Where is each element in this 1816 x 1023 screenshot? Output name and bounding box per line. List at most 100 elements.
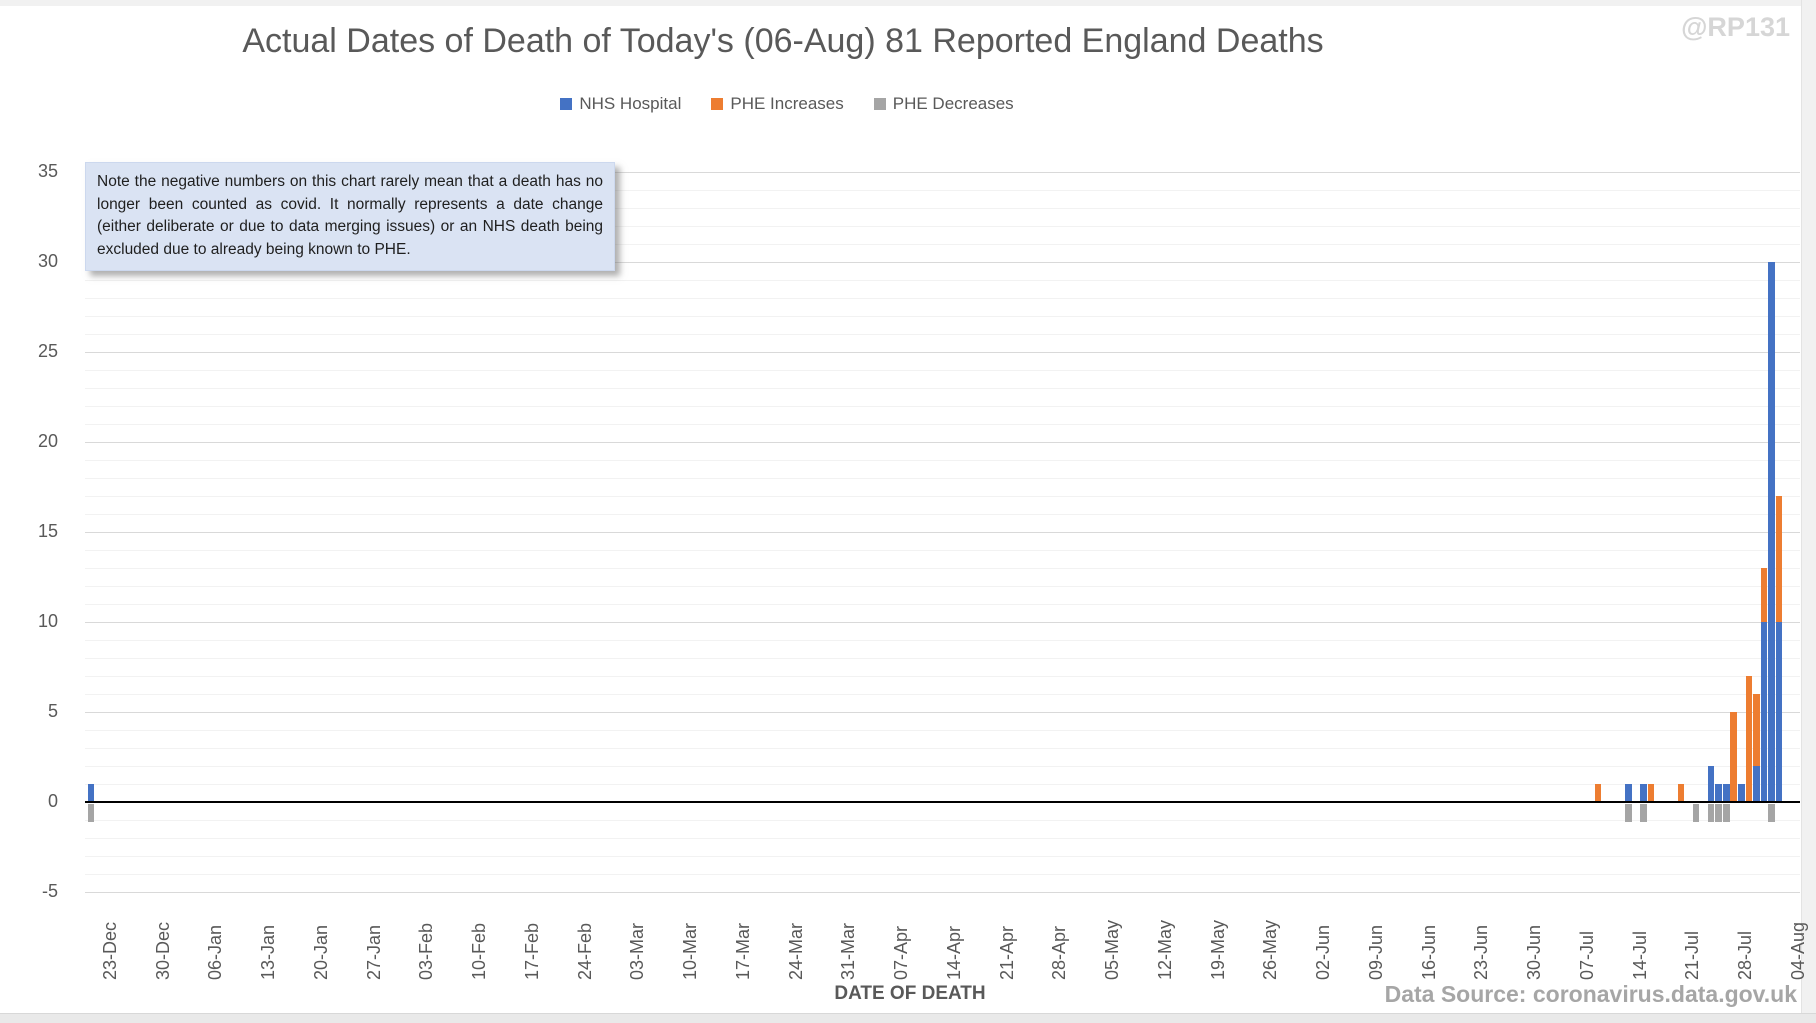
bar-phe-inc-02-Aug — [1760, 568, 1768, 622]
bar-phe-dec-03-Aug — [1768, 804, 1775, 822]
gridline-4 — [85, 730, 1800, 731]
gridline-26 — [85, 334, 1800, 335]
x-axis-tick-23-Jun: 23-Jun — [1471, 924, 1492, 980]
y-axis-tick-10: 10 — [37, 611, 58, 631]
x-axis-tick-13-Jan: 13-Jan — [258, 924, 279, 980]
window-edge-bottom — [0, 1013, 1816, 1023]
bar-nhs-15-Jul — [1624, 784, 1632, 802]
x-axis-tick-07-Jul: 07-Jul — [1576, 930, 1597, 980]
legend-item-nhs-hospital: NHS Hospital — [560, 94, 681, 114]
x-axis-title: DATE OF DEATH — [834, 983, 986, 1004]
x-axis-tick-31-Mar: 31-Mar — [838, 922, 859, 980]
bar-nhs-01-Aug — [1753, 766, 1760, 802]
legend-item-phe-increases: PHE Increases — [711, 94, 844, 114]
legend-swatch-gray-icon — [873, 98, 886, 110]
x-axis-tick-06-Jan: 06-Jan — [205, 924, 226, 980]
x-axis-tick-21-Jul: 21-Jul — [1682, 930, 1703, 980]
x-axis-tick-27-Jan: 27-Jan — [363, 924, 384, 980]
gridline-7 — [85, 676, 1800, 677]
y-axis-tick-25: 25 — [37, 341, 58, 361]
x-axis-tick-19-May: 19-May — [1207, 919, 1228, 980]
x-axis-tick-24-Feb: 24-Feb — [574, 922, 595, 980]
gridline-9 — [85, 640, 1800, 641]
bar-phe-dec-23-Dec — [87, 804, 95, 822]
gridline-14 — [85, 550, 1800, 551]
gridline-10 — [85, 622, 1800, 623]
gridline-12 — [85, 586, 1800, 587]
x-axis-tick-17-Feb: 17-Feb — [521, 922, 542, 980]
gridline-11 — [85, 604, 1800, 605]
gridline-13 — [85, 568, 1800, 569]
y-axis-tick-15: 15 — [37, 521, 58, 541]
bar-nhs-27-Jul — [1715, 784, 1722, 802]
gridline-30 — [85, 262, 1800, 263]
gridline-29 — [85, 280, 1800, 281]
bar-nhs-03-Aug — [1768, 262, 1775, 802]
y-axis-tick-20: 20 — [37, 431, 58, 451]
legend: NHS Hospital PHE Increases PHE Decreases — [0, 94, 1574, 114]
x-axis-tick-24-Mar: 24-Mar — [785, 922, 806, 980]
x-axis-tick-28-Jul: 28-Jul — [1735, 930, 1756, 980]
bar-nhs-17-Jul — [1640, 784, 1647, 802]
x-axis-tick-17-Mar: 17-Mar — [732, 922, 753, 980]
x-axis-tick-05-May: 05-May — [1102, 919, 1123, 980]
gridline-24 — [85, 370, 1800, 371]
y-axis-tick-5: 5 — [47, 701, 58, 721]
data-source-caption: Data Source: coronavirus.data.gov.uk — [1384, 981, 1797, 1007]
gridline-3 — [85, 748, 1800, 749]
bar-phe-dec-24-Jul — [1692, 804, 1700, 822]
x-axis-tick-10-Mar: 10-Mar — [680, 922, 701, 980]
bar-phe-dec-15-Jul — [1624, 804, 1632, 822]
bar-phe-dec-28-Jul — [1722, 804, 1730, 822]
gridline--5 — [85, 892, 1800, 893]
legend-swatch-blue-icon — [560, 98, 573, 110]
x-axis-tick-28-Apr: 28-Apr — [1049, 925, 1070, 980]
x-axis-tick-14-Apr: 14-Apr — [943, 925, 964, 980]
gridline-34 — [85, 190, 1800, 191]
bar-phe-dec-27-Jul — [1715, 804, 1722, 822]
gridline-17 — [85, 496, 1800, 497]
x-axis-tick-20-Jan: 20-Jan — [310, 924, 331, 980]
gridline--3 — [85, 856, 1800, 857]
x-axis-tick-26-May: 26-May — [1260, 919, 1281, 980]
bar-phe-inc-04-Aug — [1775, 496, 1783, 622]
x-axis-tick-12-May: 12-May — [1154, 919, 1175, 980]
gridline-28 — [85, 298, 1800, 299]
gridline--2 — [85, 838, 1800, 839]
note-box: Note the negative numbers on this chart … — [85, 162, 615, 271]
gridline-22 — [85, 406, 1800, 407]
bar-phe-inc-29-Jul — [1730, 712, 1738, 802]
gridline-6 — [85, 694, 1800, 695]
legend-swatch-orange-icon — [711, 98, 724, 110]
gridline-18 — [85, 478, 1800, 479]
legend-label-nhs-hospital: NHS Hospital — [579, 94, 682, 113]
x-axis-tick-10-Feb: 10-Feb — [469, 922, 490, 980]
legend-label-phe-increases: PHE Increases — [730, 94, 844, 113]
x-axis-tick-07-Apr: 07-Apr — [891, 925, 912, 980]
bar-nhs-28-Jul — [1722, 784, 1730, 802]
gridline-15 — [85, 532, 1800, 533]
window-edge-right — [1801, 0, 1816, 1023]
bar-nhs-30-Jul — [1738, 784, 1745, 802]
gridline--1 — [85, 820, 1800, 821]
y-axis-tick-35: 35 — [37, 161, 58, 181]
gridline-1 — [85, 784, 1800, 785]
x-axis-tick-30-Jun: 30-Jun — [1524, 924, 1545, 980]
gridline-19 — [85, 460, 1800, 461]
gridline-16 — [85, 514, 1800, 515]
bar-phe-inc-22-Jul — [1677, 784, 1685, 802]
bar-nhs-02-Aug — [1760, 622, 1768, 802]
gridline-5 — [85, 712, 1800, 713]
y-axis-tick-0: 0 — [47, 791, 58, 811]
bar-phe-dec-26-Jul — [1707, 804, 1715, 822]
gridline-23 — [85, 388, 1800, 389]
bar-phe-inc-01-Aug — [1753, 694, 1760, 766]
bar-nhs-23-Dec — [87, 784, 95, 802]
legend-item-phe-decreases: PHE Decreases — [873, 94, 1014, 114]
x-axis-tick-03-Feb: 03-Feb — [416, 922, 437, 980]
gridline-25 — [85, 352, 1800, 353]
gridline--4 — [85, 874, 1800, 875]
x-axis-tick-23-Dec: 23-Dec — [100, 921, 120, 980]
x-axis-tick-30-Dec: 30-Dec — [152, 921, 173, 980]
